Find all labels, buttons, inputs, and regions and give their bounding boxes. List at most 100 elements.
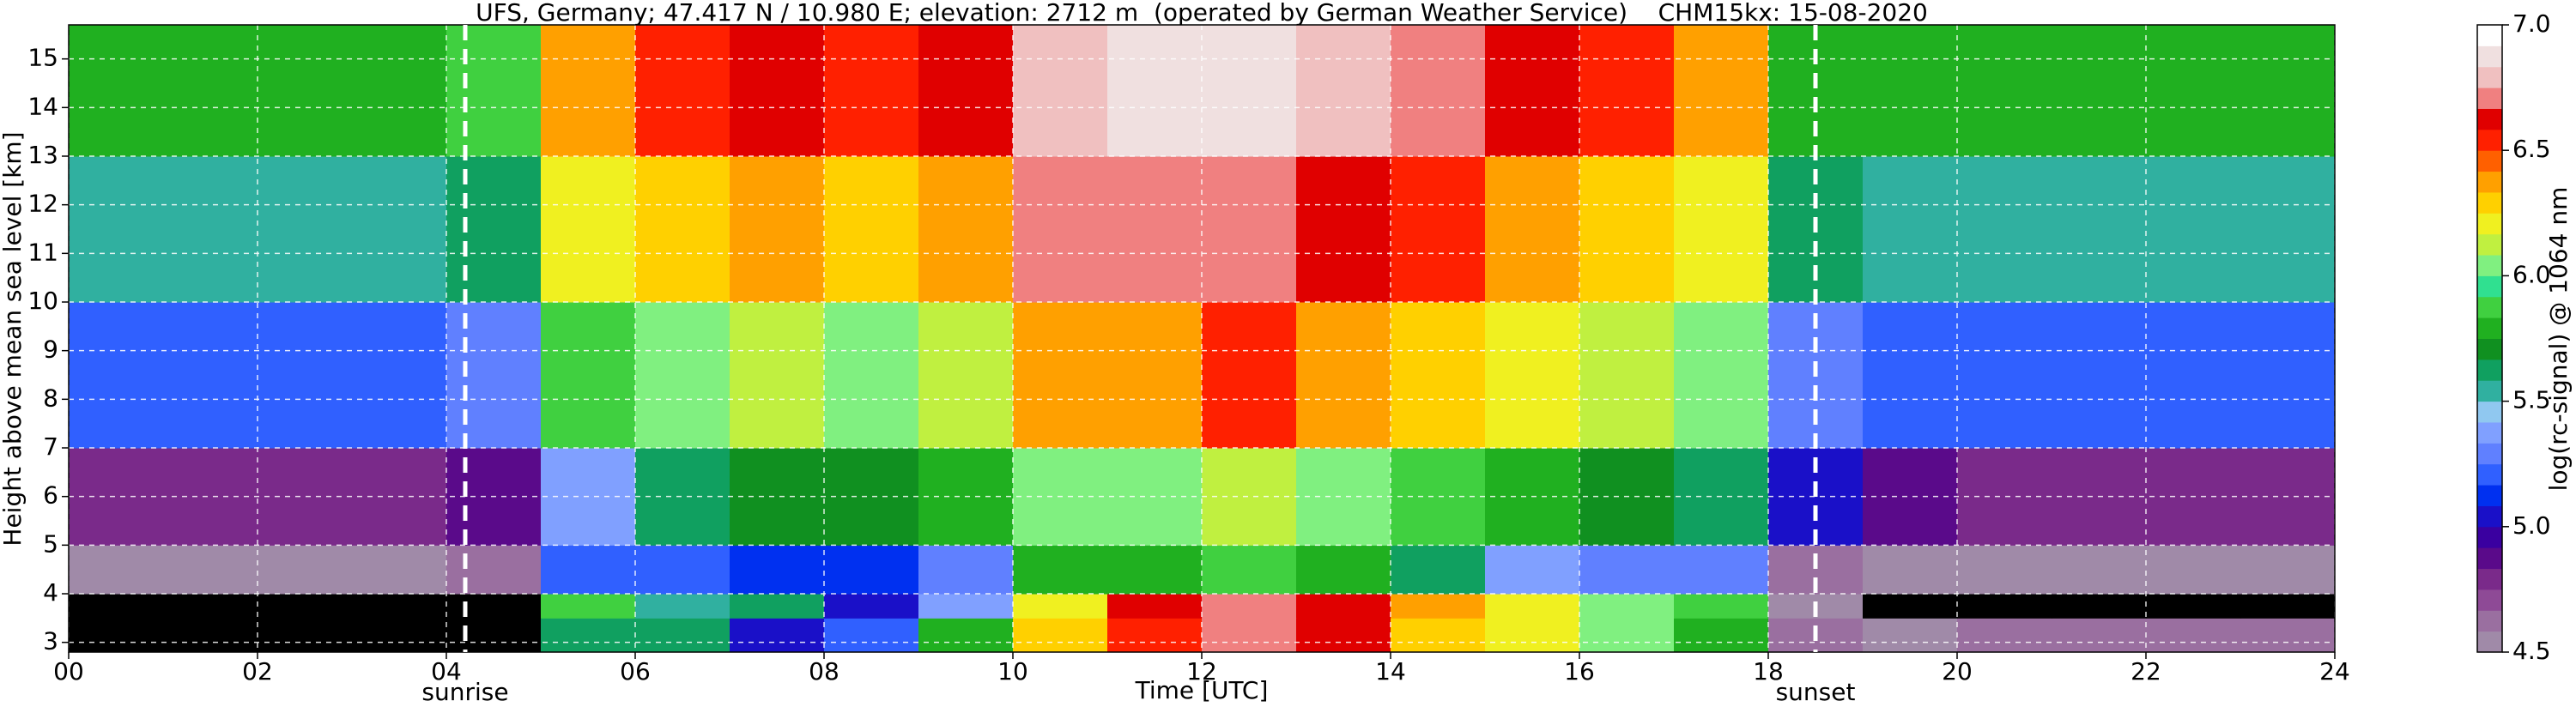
colorbar-segment [2477, 568, 2502, 590]
colorbar-segment [2477, 25, 2502, 46]
heatmap-cell [1957, 618, 2052, 653]
heatmap-cell [1296, 545, 1391, 595]
x-axis-label: Time [UTC] [1135, 676, 1269, 704]
x-tick-label: 10 [997, 657, 1028, 686]
heatmap-cell [163, 156, 258, 303]
heatmap-cell [352, 302, 447, 449]
heatmap-cell [824, 545, 919, 595]
x-tick-label: 20 [1942, 657, 1973, 686]
heatmap-cell [1296, 156, 1391, 303]
colorbar-segment [2477, 275, 2502, 298]
heatmap-cell [918, 594, 1014, 619]
heatmap-cell [635, 594, 730, 619]
x-tick-label: 24 [2319, 657, 2350, 686]
heatmap-cell [1296, 448, 1391, 546]
colorbar-segment [2477, 485, 2502, 506]
heatmap-cell [918, 25, 1014, 157]
heatmap-cell [918, 156, 1014, 303]
heatmap-cell [1013, 25, 1108, 157]
colorbar-segment [2477, 443, 2502, 465]
heatmap-cell [69, 25, 164, 157]
colorbar-segment [2477, 191, 2502, 214]
heatmap-cell [69, 156, 164, 303]
colorbar-segment [2477, 401, 2502, 423]
heatmap-cell [446, 545, 542, 595]
heatmap-cell [2052, 302, 2147, 449]
heatmap-cell [1013, 302, 1108, 449]
heatmap-cell [163, 594, 258, 619]
heatmap-cell [352, 618, 447, 653]
heatmap-cell [352, 545, 447, 595]
heatmap-cell [730, 156, 825, 303]
colorbar-segment [2477, 108, 2502, 130]
colorbar-segment [2477, 233, 2502, 256]
colorbar-tick-label: 6.5 [2512, 135, 2551, 163]
colorbar-segment [2477, 129, 2502, 151]
heatmap-cell [541, 618, 636, 653]
x-tick-label: 22 [2131, 657, 2161, 686]
heatmap-cell [1863, 302, 1958, 449]
heatmap-cell [541, 302, 636, 449]
heatmap-cell [446, 302, 542, 449]
colorbar-segment [2477, 213, 2502, 235]
y-tick-label: 12 [27, 190, 58, 218]
y-tick-label: 10 [27, 287, 58, 315]
heatmap-cell [1674, 545, 1769, 595]
heatmap-cell [1391, 25, 1486, 157]
heatmap-cell [1579, 618, 1675, 653]
heatmap-cell [1957, 156, 2052, 303]
colorbar-segment [2477, 505, 2502, 528]
colorbar-segment [2477, 171, 2502, 193]
colorbar-segment [2477, 88, 2502, 109]
heatmap-cell [635, 618, 730, 653]
heatmap-cell [446, 25, 542, 157]
colorbar-segment [2477, 45, 2502, 68]
heatmap-cell [1579, 594, 1675, 619]
heatmap-cell [918, 618, 1014, 653]
heatmap-cell [1863, 545, 1958, 595]
heatmap-cell [1485, 25, 1580, 157]
heatmap-cell [69, 594, 164, 619]
heatmap-cell [1296, 302, 1391, 449]
heatmap-cell [635, 302, 730, 449]
x-tick-label: 04 [431, 657, 462, 686]
colorbar-segment [2477, 380, 2502, 402]
heatmap-cell [69, 302, 164, 449]
heatmap-cell [824, 156, 919, 303]
heatmap-cell [446, 618, 542, 653]
x-tick-label: 02 [242, 657, 273, 686]
heatmap-cell [2146, 594, 2241, 619]
heatmap-cell [541, 156, 636, 303]
chart-title: UFS, Germany; 47.417 N / 10.980 E; eleva… [476, 0, 1928, 27]
colorbar-segment [2477, 589, 2502, 611]
y-tick-label: 9 [43, 335, 58, 364]
heatmap-cell [69, 618, 164, 653]
y-tick-label: 4 [43, 578, 58, 607]
heatmap-cell [446, 156, 542, 303]
event-label: sunrise [421, 678, 508, 706]
heatmap-cell [918, 545, 1014, 595]
heatmap-cell [2240, 156, 2336, 303]
colorbar-label: log(rc-signal) @ 1064 nm [2544, 187, 2573, 492]
heatmap-cell [1674, 594, 1769, 619]
heatmap-cell [1485, 545, 1580, 595]
heatmap-cell [1674, 618, 1769, 653]
colorbar-segment [2477, 631, 2502, 653]
heatmap-cell [1485, 618, 1580, 653]
event-label: sunset [1776, 678, 1856, 706]
x-tick-label: 14 [1375, 657, 1406, 686]
colorbar-segment [2477, 296, 2502, 318]
heatmap-cell [1485, 156, 1580, 303]
heatmap-cell [258, 302, 353, 449]
heatmap-cell [163, 618, 258, 653]
heatmap-cell [1013, 156, 1108, 303]
heatmap-cell [918, 302, 1014, 449]
colorbar-segment [2477, 150, 2502, 172]
heatmap-cell [1579, 302, 1675, 449]
colorbar-segment [2477, 526, 2502, 548]
heatmap-cell [1202, 618, 1297, 653]
colorbar-segment [2477, 610, 2502, 632]
heatmap-cell [2146, 25, 2241, 157]
colorbar-segment [2477, 66, 2502, 88]
